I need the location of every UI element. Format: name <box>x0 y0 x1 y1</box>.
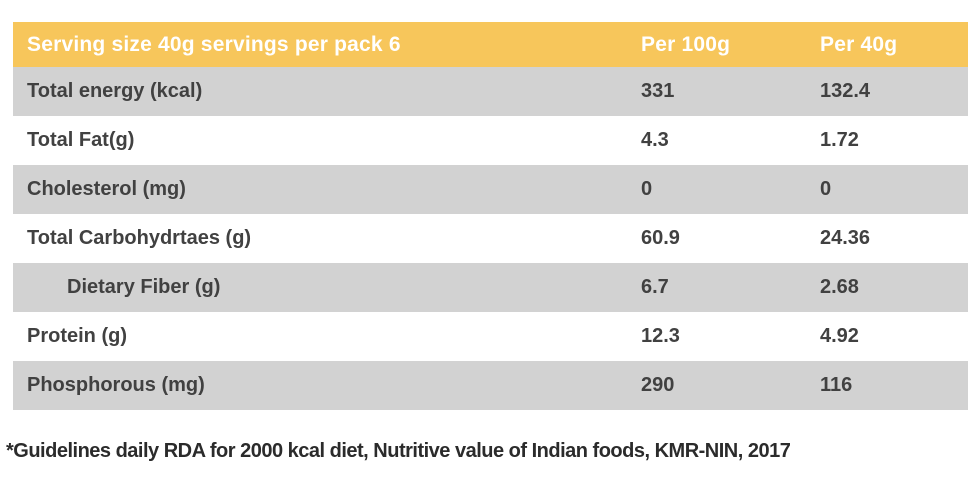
row-label: Total Fat(g) <box>27 129 135 151</box>
value-per-40g: 1.72 <box>820 129 859 151</box>
value-per-40g: 116 <box>820 374 853 396</box>
table-row-dietary-fiber: Dietary Fiber (g) 6.7 2.68 <box>13 263 968 312</box>
nutrition-table: Serving size 40g servings per pack 6 Per… <box>13 22 968 410</box>
table-header-row: Serving size 40g servings per pack 6 Per… <box>13 22 968 67</box>
table-row-protein: Protein (g) 12.3 4.92 <box>13 312 968 361</box>
header-serving-size: Serving size 40g servings per pack 6 <box>27 32 401 56</box>
row-label: Protein (g) <box>27 325 127 347</box>
footnote: *Guidelines daily RDA for 2000 kcal diet… <box>6 440 791 462</box>
row-label: Cholesterol (mg) <box>27 178 186 200</box>
row-label: Total energy (kcal) <box>27 80 203 102</box>
value-per-40g: 2.68 <box>820 276 859 298</box>
value-per-40g: 24.36 <box>820 227 871 249</box>
value-per-100g: 4.3 <box>641 129 669 151</box>
value-per-100g: 0 <box>641 178 653 200</box>
value-per-100g: 6.7 <box>641 276 669 298</box>
value-per-100g: 12.3 <box>641 325 680 347</box>
value-per-40g: 0 <box>820 178 832 200</box>
table-row-total-carbohydrates: Total Carbohydrtaes (g) 60.9 24.36 <box>13 214 968 263</box>
value-per-100g: 331 <box>641 80 675 102</box>
value-per-100g: 290 <box>641 374 675 396</box>
header-per-40g: Per 40g <box>820 32 898 56</box>
value-per-40g: 4.92 <box>820 325 859 347</box>
value-per-100g: 60.9 <box>641 227 680 249</box>
header-per-100g: Per 100g <box>641 32 731 56</box>
row-label: Phosphorous (mg) <box>27 374 205 396</box>
row-label: Total Carbohydrtaes (g) <box>27 227 252 249</box>
table-row-total-fat: Total Fat(g) 4.3 1.72 <box>13 116 968 165</box>
table-row-phosphorous: Phosphorous (mg) 290 116 <box>13 361 968 410</box>
table-row-cholesterol: Cholesterol (mg) 0 0 <box>13 165 968 214</box>
table-row-total-energy: Total energy (kcal) 331 132.4 <box>13 67 968 116</box>
row-label: Dietary Fiber (g) <box>67 276 221 298</box>
table-body: Total energy (kcal) 331 132.4 Total Fat(… <box>13 67 968 410</box>
value-per-40g: 132.4 <box>820 80 871 102</box>
